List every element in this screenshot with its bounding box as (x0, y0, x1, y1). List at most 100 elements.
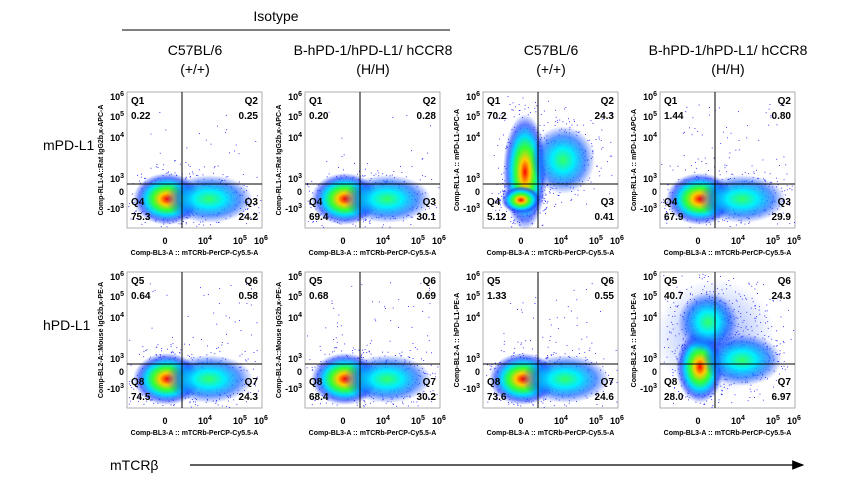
event-dot (491, 364, 493, 365)
event-dot (331, 303, 333, 304)
event-dot (555, 203, 557, 205)
tick-base: 10 (376, 236, 386, 246)
event-dot (779, 343, 781, 345)
event-dot (515, 106, 516, 108)
event-dot (542, 224, 544, 226)
event-dot (520, 309, 522, 311)
event-dot (132, 199, 134, 200)
tick-exp: 6 (653, 91, 657, 98)
event-dot (250, 216, 251, 218)
event-dot (740, 222, 742, 224)
event-dot (565, 107, 567, 108)
tick-label: 105 (589, 235, 603, 246)
event-dot (190, 175, 191, 177)
event-dot (557, 194, 559, 196)
tick-base: 0 (119, 187, 124, 197)
event-dot (518, 110, 520, 111)
tick-exp: 5 (776, 235, 780, 242)
quadrant-value: 29.9 (772, 212, 792, 223)
event-dot (194, 401, 196, 403)
tick-label: 0 (475, 187, 480, 197)
event-dot (333, 339, 335, 340)
event-dot (431, 401, 433, 403)
event-dot (555, 352, 557, 354)
event-dot (544, 198, 546, 200)
event-dot (227, 342, 229, 344)
event-dot (572, 350, 573, 351)
event-dot (780, 213, 782, 215)
event-dot (310, 214, 312, 216)
tick-base: 10 (288, 174, 298, 184)
event-dot (314, 399, 316, 401)
event-dot (684, 131, 685, 133)
event-dot (132, 193, 134, 195)
event-dot (389, 226, 391, 228)
event-dot (573, 289, 575, 291)
tick-exp: 5 (476, 111, 480, 118)
event-dot (235, 144, 237, 146)
event-dot (352, 350, 353, 351)
event-dot (577, 189, 579, 191)
event-dot (138, 400, 139, 402)
event-dot (661, 201, 663, 203)
event-dot (329, 353, 331, 355)
event-dot (544, 200, 546, 202)
event-dot (510, 221, 512, 223)
quadrant-value: 24.2 (239, 212, 259, 223)
event-dot (361, 284, 363, 286)
tick-label: 105 (766, 235, 780, 246)
event-dot (307, 200, 309, 202)
event-dot (590, 120, 592, 122)
tick-exp: 4 (476, 132, 480, 139)
event-dot (589, 347, 591, 349)
event-dot (363, 400, 365, 402)
event-dot (174, 172, 176, 174)
event-dot (176, 347, 178, 349)
event-dot (545, 209, 547, 210)
tick-base: 10 (643, 133, 653, 143)
event-dot (221, 405, 223, 407)
tick-exp: 6 (620, 415, 624, 422)
event-dot (554, 125, 556, 126)
event-dot (134, 210, 136, 212)
event-dot (564, 317, 566, 319)
event-dot (398, 327, 399, 328)
event-dot (186, 147, 188, 149)
event-dot (428, 397, 429, 399)
event-dot (677, 165, 679, 167)
event-dot (757, 281, 759, 283)
event-dot (408, 306, 409, 307)
event-dot (568, 402, 570, 404)
event-dot (189, 173, 191, 175)
tick-label: 0 (340, 416, 345, 426)
event-dot (166, 294, 168, 296)
tick-exp: 6 (120, 271, 124, 278)
event-dot (180, 223, 182, 225)
tick-base: -10 (463, 384, 476, 394)
tick-exp: 3 (476, 203, 480, 210)
tick-base: 0 (297, 187, 302, 197)
tick-base: -10 (107, 204, 120, 214)
event-dot (356, 404, 358, 406)
event-dot (536, 105, 538, 107)
event-dot (307, 183, 309, 184)
event-dot (166, 226, 168, 228)
event-dot (162, 405, 164, 406)
event-dot (553, 352, 555, 353)
tick-exp: 5 (599, 415, 603, 422)
event-dot (247, 358, 249, 360)
event-dot (363, 405, 365, 407)
event-dot (131, 387, 133, 389)
event-dot (364, 226, 366, 228)
event-dot (489, 365, 491, 367)
event-dot (377, 170, 379, 172)
event-dot (341, 350, 343, 352)
event-dot (487, 364, 488, 366)
event-dot (333, 307, 335, 309)
tick-base: 10 (233, 416, 243, 426)
event-dot (724, 167, 726, 169)
event-dot (550, 335, 552, 337)
event-dot (245, 397, 247, 399)
event-dot (669, 165, 671, 167)
row-label: hPD-L1 (43, 317, 91, 333)
